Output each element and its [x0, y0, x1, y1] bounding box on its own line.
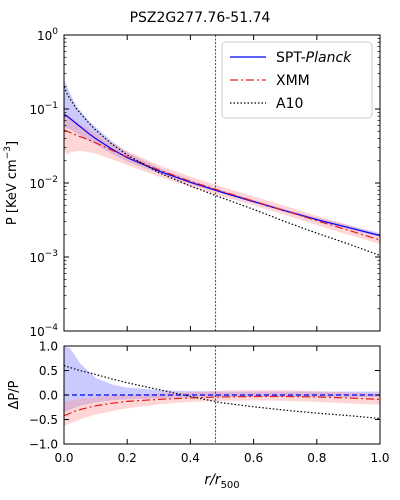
top-y-tick-label-base-2: 10 — [29, 177, 44, 191]
bottom-x-tick-label-4: 0.8 — [307, 451, 326, 465]
bottom-line-a10 — [64, 365, 380, 420]
top-y-tick-label-base-4: 10 — [37, 29, 52, 43]
legend-label-spt-planck: SPT-Planck — [276, 50, 352, 66]
residual-panel: −1.0 −0.5 0.0 0.5 1.0 0.0 0.2 0.4 0.6 0.8 1.0 ΔP/P… — [7, 340, 390, 492]
top-y-axis-label-main: P [KeV cm — [5, 159, 20, 225]
top-y-tick-label-0: 10−4 — [29, 323, 58, 339]
bottom-x-tick-label-5: 1.0 — [370, 451, 389, 465]
top-line-spt-planck — [64, 113, 380, 237]
top-y-tick-label-exp-0: −4 — [45, 323, 59, 333]
top-y-tick-label-3: 10−1 — [29, 101, 58, 117]
top-line-a10 — [64, 86, 380, 256]
bottom-band-spt-planck — [64, 346, 380, 413]
top-y-tick-label-base-3: 10 — [29, 103, 44, 117]
top-band-xmm — [64, 112, 380, 244]
top-y-axis-label: P [KeV cm−3] — [3, 141, 20, 225]
top-y-axis-label-sup: −3 — [3, 146, 13, 159]
bottom-y-tick-label-2: 0.0 — [39, 389, 58, 403]
top-band-spt-planck — [64, 79, 380, 238]
bottom-x-tick-label-3: 0.6 — [244, 451, 263, 465]
bottom-x-tick-label-0: 0.0 — [54, 451, 73, 465]
bottom-axes-frame — [63, 345, 381, 445]
top-y-tick-label-exp-1: −3 — [45, 249, 58, 259]
legend-label-spt-planck-prefix: SPT- — [276, 50, 306, 66]
bottom-y-tick-label-3: 0.5 — [39, 364, 58, 378]
top-y-tick-label-4: 100 — [37, 27, 58, 43]
top-axes-frame — [63, 34, 381, 332]
top-y-tick-label-exp-2: −2 — [45, 175, 58, 185]
legend-label-spt-planck-italic: Planck — [306, 50, 352, 66]
top-y-tick-label-2: 10−2 — [29, 175, 58, 191]
bottom-y-tick-label-0: −1.0 — [29, 438, 58, 452]
bottom-x-tick-label-2: 0.4 — [181, 451, 200, 465]
bottom-y-axis-label: ΔP/P — [7, 380, 22, 409]
top-line-xmm — [64, 129, 380, 241]
legend-box — [221, 41, 373, 119]
top-y-tick-label-1: 10−3 — [29, 249, 58, 265]
x-axis-label-main: r/r — [204, 472, 221, 488]
legend-label-xmm: XMM — [276, 73, 310, 89]
bottom-y-tick-label-1: −0.5 — [29, 413, 58, 427]
legend-label-a10: A10 — [276, 96, 303, 112]
bottom-x-tick-label-1: 0.2 — [118, 451, 137, 465]
top-y-tick-label-exp-3: −1 — [45, 101, 58, 111]
top-y-tick-label-exp-4: 0 — [52, 27, 58, 37]
top-y-tick-label-base-0: 10 — [29, 325, 44, 339]
bottom-y-tick-label-4: 1.0 — [39, 340, 58, 354]
x-axis-label: r/r500 — [204, 472, 239, 491]
bottom-band-xmm — [64, 390, 380, 427]
legend: SPT-Planck XMM A10 — [221, 41, 373, 119]
top-y-tick-label-base-1: 10 — [29, 251, 44, 265]
x-axis-label-sub: 500 — [221, 480, 240, 491]
bottom-line-xmm — [64, 395, 380, 417]
chart-title: PSZ2G277.76-51.74 — [130, 10, 271, 26]
top-y-axis-label-end: ] — [5, 141, 20, 146]
